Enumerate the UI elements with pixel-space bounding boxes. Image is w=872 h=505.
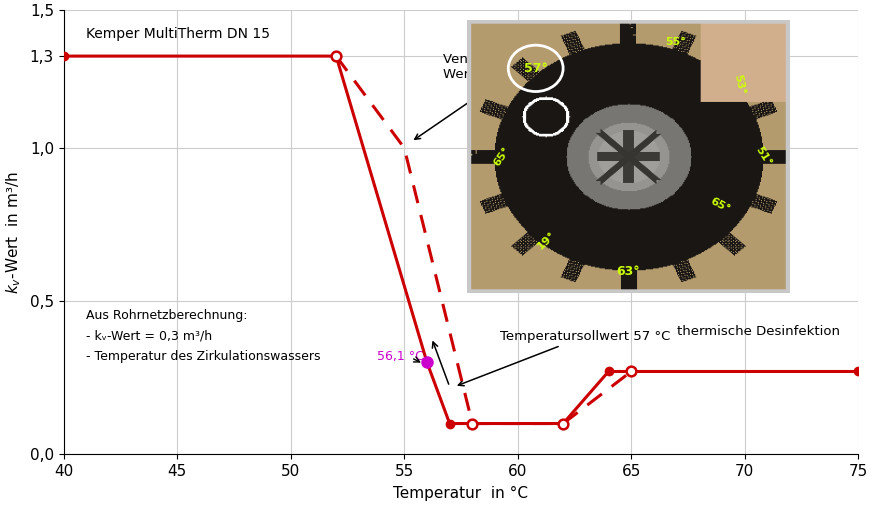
Text: 57°: 57° <box>524 62 548 75</box>
Text: Aus Rohrnetzberechnung:: Aus Rohrnetzberechnung: <box>86 309 248 322</box>
Text: 19°: 19° <box>535 229 558 251</box>
Text: - kᵥ-Wert = 0,3 m³/h: - kᵥ-Wert = 0,3 m³/h <box>86 329 213 342</box>
Text: Ventilkennlinie bei
Werkseinstellung 58 °C: Ventilkennlinie bei Werkseinstellung 58 … <box>415 53 599 139</box>
Text: Temperatursollwert 57 °C: Temperatursollwert 57 °C <box>459 330 670 386</box>
Text: 56,1 °C: 56,1 °C <box>377 350 424 363</box>
Text: 51°: 51° <box>753 145 773 168</box>
Text: thermische Desinfektion: thermische Desinfektion <box>677 325 840 338</box>
Text: 53°: 53° <box>732 73 746 95</box>
Text: 55°: 55° <box>664 37 685 47</box>
Text: 63°: 63° <box>616 265 640 278</box>
X-axis label: Temperatur  in °C: Temperatur in °C <box>393 486 528 501</box>
Text: - Temperatur des Zirkulationswassers: - Temperatur des Zirkulationswassers <box>86 350 325 363</box>
Text: 65°: 65° <box>708 196 732 215</box>
Text: Kemper MultiTherm DN 15: Kemper MultiTherm DN 15 <box>86 27 270 41</box>
Y-axis label: $k_v$-Wert  in m³/h: $k_v$-Wert in m³/h <box>4 171 23 293</box>
Text: 65°: 65° <box>492 145 512 168</box>
